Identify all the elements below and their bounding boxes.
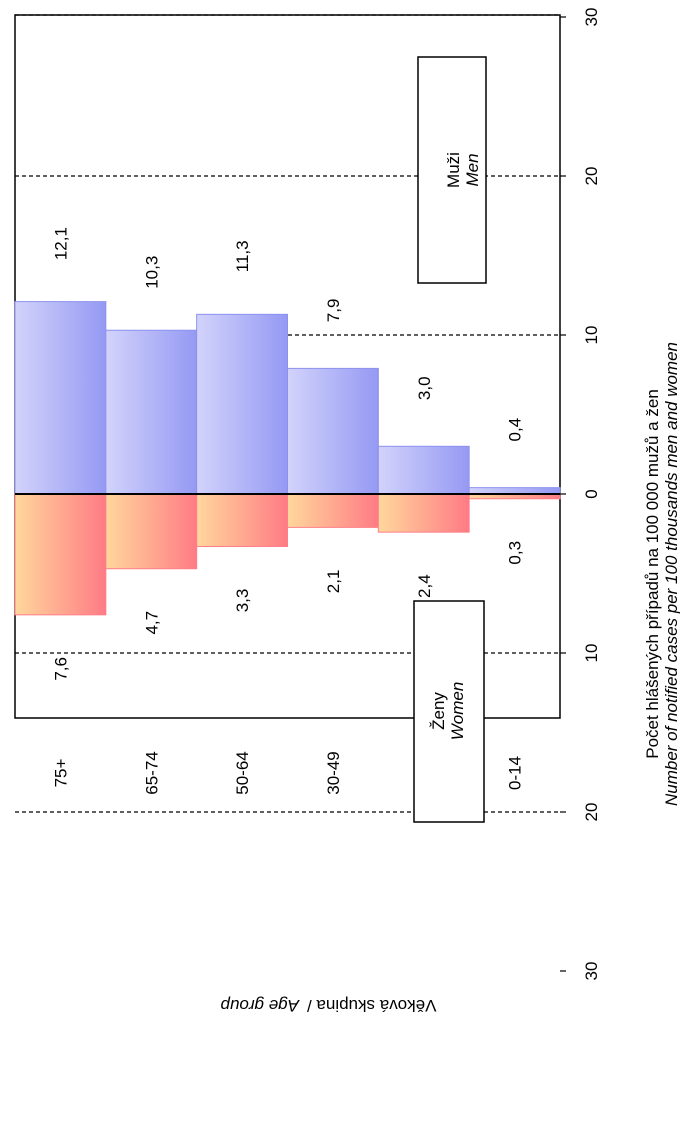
legend-men-label: Muži [444,152,463,188]
tick-label: 20 [582,803,601,822]
bar-men-15-29 [377,445,470,495]
tick-label: 30 [582,8,601,27]
data-labels: 12,1 7,6 10,3 4,7 11,3 3,3 7,9 2,1 3,0 2,4 0,4 0,3 [51,227,524,681]
data-label-men: 3,0 [415,376,434,400]
category-label-50-64: 50-64 [233,751,252,794]
bar-men-75+ [14,301,107,495]
category-axis-title-en: Age group [221,996,300,1015]
data-label-men: 11,3 [233,240,252,272]
data-label-women: 2,1 [324,570,343,594]
value-axis-ticks: 30 20 10 0 10 20 30 [560,8,601,981]
data-label-men: 12,1 [51,227,70,260]
category-axis-title: Věková skupina / Age group [221,996,437,1015]
bar-men-50-64 [196,313,289,495]
tick-label: 10 [582,644,601,663]
data-label-men: 7,9 [324,299,343,323]
bars [14,301,561,616]
bar-women-30-49 [287,493,379,528]
data-label-women: 2,4 [415,574,434,598]
data-label-men: 10,3 [142,256,161,289]
legend-men-label-en: Men [463,153,482,186]
tick-label: 20 [582,167,601,186]
category-axis-title-cz: Věková skupina / [307,996,437,1015]
data-label-women: 0,3 [506,541,525,565]
legend-men-box: Muži Men [417,56,487,284]
value-axis-title: Počet hlášených případů na 100 000 mužů … [643,389,662,759]
category-label-30-49: 30-49 [324,751,343,794]
tick-label: 0 [582,489,601,498]
data-label-women: 3,3 [233,589,252,613]
category-label-0-14: 0-14 [506,756,525,790]
bar-men-30-49 [287,367,379,495]
bar-women-75+ [14,493,107,616]
tick-label: 10 [582,326,601,345]
data-label-women: 4,7 [142,611,161,635]
legend-women-box: Ženy Women [413,600,485,823]
legend-women-label: Ženy [429,692,448,730]
bar-women-50-64 [196,493,289,547]
bar-women-65-74 [105,493,198,570]
data-label-women: 7,6 [51,657,70,681]
tick-label: 30 [582,962,601,981]
bar-women-15-29 [377,493,470,533]
data-label-men: 0,4 [506,418,525,442]
bar-men-65-74 [105,329,198,495]
category-label-65-74: 65-74 [142,751,161,794]
value-axis-title-en: Number of notified cases per 100 thousan… [662,342,680,806]
legend-women-label-en: Women [448,682,467,741]
category-label-75+: 75+ [51,759,70,788]
